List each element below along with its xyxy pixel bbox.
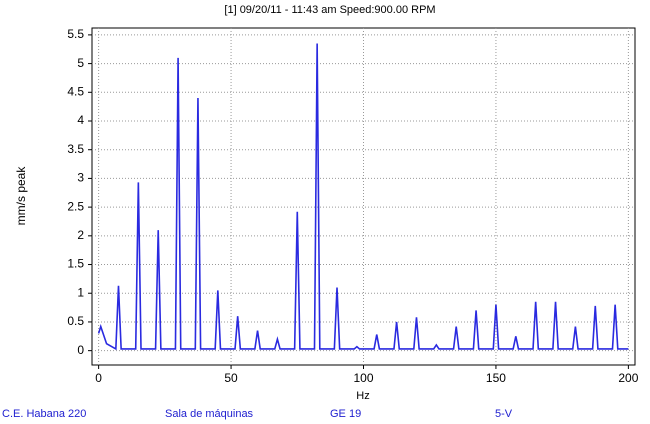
y-tick-label: 5 bbox=[77, 56, 84, 70]
x-tick-label: 100 bbox=[353, 371, 373, 385]
footer-text: C.E. Habana 220 bbox=[2, 408, 86, 420]
y-tick-label: 4.5 bbox=[67, 84, 84, 98]
y-tick-label: 5.5 bbox=[67, 27, 84, 41]
y-tick-label: 3 bbox=[77, 171, 84, 185]
footer-text: Sala de máquinas bbox=[165, 408, 254, 420]
y-tick-label: 1 bbox=[77, 285, 84, 299]
chart-title: [1] 09/20/11 - 11:43 am Speed:900.00 RPM bbox=[224, 4, 435, 16]
x-tick-label: 150 bbox=[486, 371, 506, 385]
footer-text: GE 19 bbox=[330, 408, 361, 420]
y-tick-label: 0.5 bbox=[67, 314, 84, 328]
y-tick-label: 3.5 bbox=[67, 142, 84, 156]
x-tick-label: 50 bbox=[224, 371, 238, 385]
y-tick-label: 1.5 bbox=[67, 257, 84, 271]
spectrum-line bbox=[97, 43, 629, 351]
y-axis-label: mm/s peak bbox=[14, 166, 28, 226]
x-tick-label: 0 bbox=[95, 371, 102, 385]
footer-text: 5-V bbox=[495, 408, 513, 420]
x-tick-label: 200 bbox=[618, 371, 638, 385]
y-tick-label: 2 bbox=[77, 228, 84, 242]
x-axis-label: Hz bbox=[356, 390, 369, 402]
y-tick-label: 4 bbox=[77, 113, 84, 127]
y-tick-label: 0 bbox=[77, 343, 84, 357]
y-tick-label: 2.5 bbox=[67, 199, 84, 213]
